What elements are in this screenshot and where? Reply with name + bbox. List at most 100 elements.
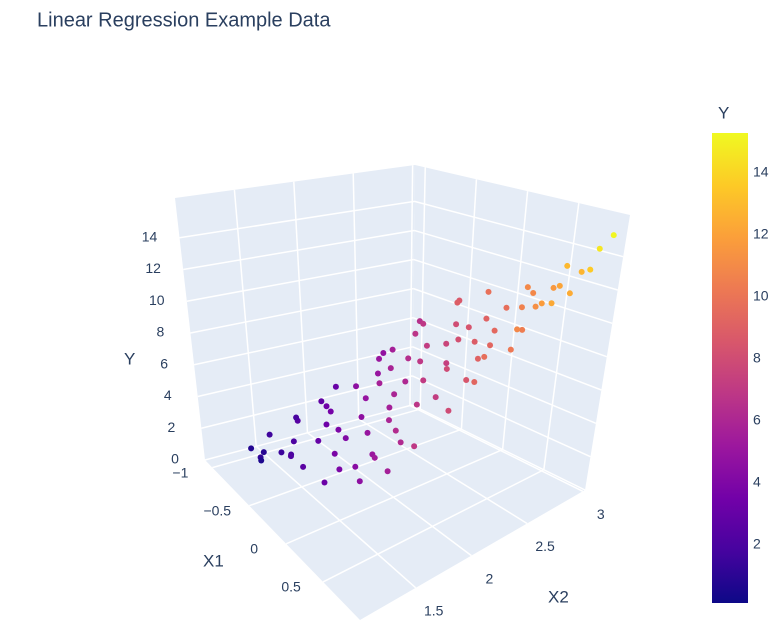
data-point	[530, 290, 537, 297]
data-point	[524, 284, 531, 291]
data-point	[336, 466, 343, 473]
data-point	[443, 340, 450, 347]
grid-line	[352, 173, 360, 420]
data-point	[266, 431, 273, 438]
grid-line	[197, 346, 413, 398]
y-tick-label: 2	[167, 419, 175, 435]
data-point	[391, 391, 398, 398]
data-point	[376, 355, 383, 362]
data-point	[358, 414, 365, 421]
data-point	[413, 401, 420, 408]
data-point	[374, 370, 381, 377]
chart-title: Linear Regression Example Data	[37, 9, 331, 31]
data-point	[483, 315, 490, 322]
data-point	[321, 479, 328, 486]
grid-line	[293, 181, 309, 433]
data-point	[538, 300, 545, 307]
data-point	[443, 360, 450, 367]
y-tick-label: 12	[145, 260, 161, 276]
data-point	[564, 262, 571, 269]
grid-line	[411, 404, 586, 491]
y-tick-label: 6	[160, 355, 168, 371]
colorbar-tick-label: 2	[753, 536, 761, 552]
x1-tick-label: −0.5	[203, 502, 231, 518]
colorbar-tick-label: 10	[753, 288, 769, 304]
data-point	[412, 330, 419, 337]
data-point	[380, 350, 387, 357]
data-point	[353, 383, 360, 390]
grid-line	[183, 229, 415, 271]
data-point	[420, 377, 427, 384]
data-point	[471, 338, 478, 345]
grid-line	[179, 200, 415, 239]
data-point	[278, 449, 285, 456]
grid-line	[358, 418, 528, 525]
data-point	[327, 408, 334, 415]
x1-tick-label: 0	[250, 541, 258, 557]
data-point	[293, 414, 300, 421]
colorbar-tick-label: 14	[753, 164, 769, 180]
data-point	[463, 376, 470, 383]
data-point	[258, 457, 265, 464]
grid-line	[233, 189, 257, 447]
grid-line	[186, 258, 414, 302]
data-point	[248, 445, 255, 452]
data-point	[352, 463, 359, 470]
grid-line	[412, 375, 591, 458]
data-point	[405, 355, 412, 362]
data-point	[397, 439, 404, 446]
grid-line	[193, 316, 414, 366]
grid-line	[413, 258, 613, 325]
data-point	[471, 379, 478, 386]
data-point	[417, 358, 424, 365]
data-point	[610, 232, 617, 239]
y-tick-label: 4	[164, 387, 172, 403]
colorbar-tick-label: 8	[753, 350, 761, 366]
data-point	[556, 282, 563, 289]
data-point	[596, 245, 603, 252]
grid-line	[412, 346, 597, 425]
data-point	[290, 438, 297, 445]
data-point	[335, 426, 342, 433]
data-point	[532, 303, 539, 310]
colorbar-tick-label: 4	[753, 474, 761, 490]
data-point	[384, 468, 391, 475]
data-point	[331, 450, 338, 457]
data-point	[356, 478, 363, 485]
grid-line	[501, 191, 529, 450]
data-point	[432, 394, 439, 401]
grid-line	[412, 317, 602, 391]
grid-line	[409, 165, 414, 406]
data-point	[455, 336, 462, 343]
x2-axis-title: X2	[548, 587, 569, 606]
data-point	[503, 304, 510, 311]
data-point	[402, 378, 409, 385]
data-point	[364, 429, 371, 436]
data-point	[260, 449, 267, 456]
data-point	[566, 290, 573, 297]
floor-plane	[205, 405, 585, 620]
data-point	[487, 342, 494, 349]
data-point	[423, 342, 430, 349]
data-point	[507, 346, 514, 353]
grid-line	[419, 167, 426, 410]
data-point	[550, 284, 557, 291]
x2-tick-label: 2	[485, 570, 493, 586]
x1-tick-label: −1	[172, 464, 188, 480]
data-point	[491, 327, 498, 334]
colorbar	[712, 133, 748, 603]
grid-line	[543, 202, 580, 470]
data-point	[342, 435, 349, 442]
data-point	[386, 404, 393, 411]
y-tick-label: 0	[171, 451, 179, 467]
data-point	[578, 268, 585, 275]
data-point	[332, 383, 339, 390]
data-point	[587, 266, 594, 273]
colorbar-title: Y	[718, 103, 729, 122]
data-point	[465, 324, 472, 331]
y-tick-label: 10	[149, 292, 165, 308]
x2-tick-label: 3	[597, 506, 605, 522]
data-point	[315, 437, 322, 444]
grid-line	[413, 229, 618, 291]
